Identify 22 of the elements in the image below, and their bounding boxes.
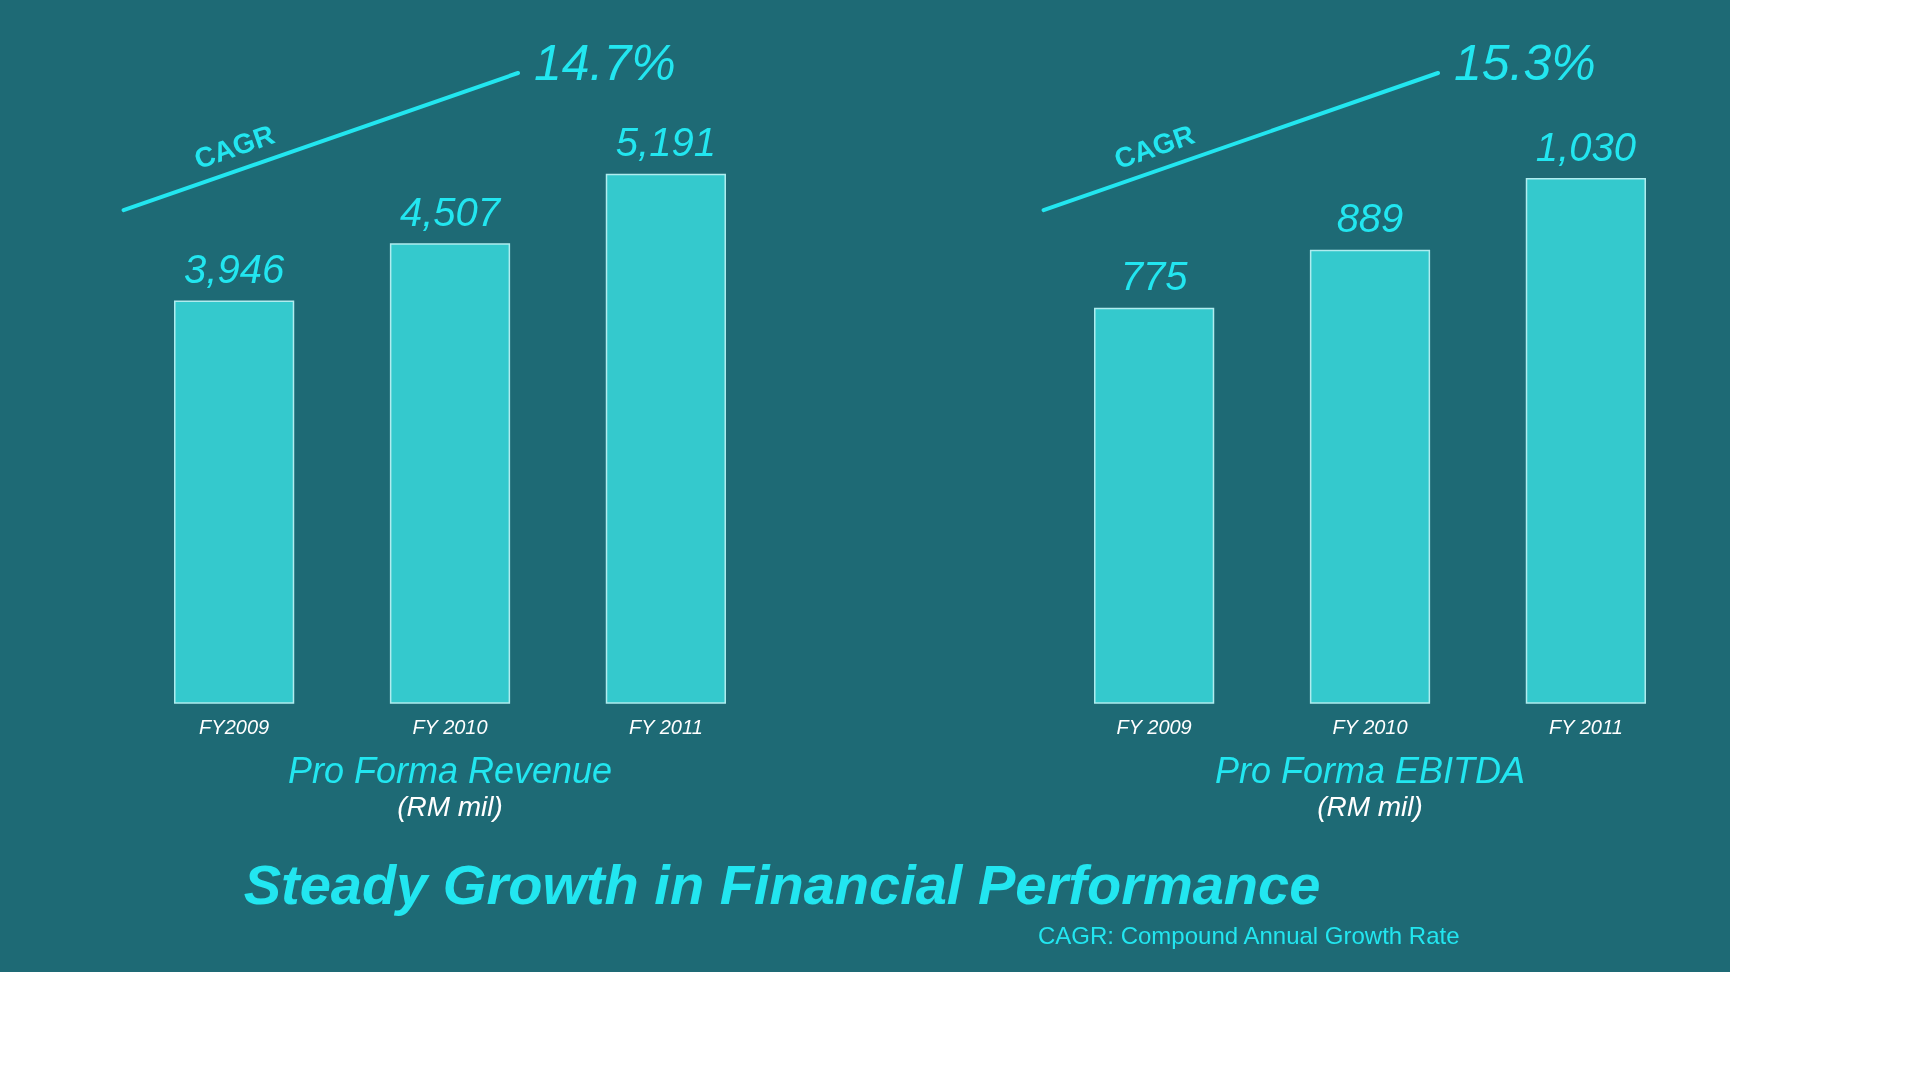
text: CAGR	[1110, 118, 1199, 176]
x-tick-label: FY 2011	[1548, 715, 1623, 738]
data-label: 1,030	[1535, 124, 1636, 169]
text: Pro Forma EBITDA	[1214, 750, 1526, 791]
data-label: 5,191	[615, 120, 716, 165]
text: Pro Forma Revenue	[287, 750, 613, 791]
x-tick-label: FY 2011	[628, 715, 703, 738]
text: 15.3%	[1454, 35, 1596, 91]
x-tick-label: FY 2009	[1116, 715, 1192, 738]
x-tick-label: FY2009	[199, 715, 270, 738]
data-label: 889	[1336, 196, 1404, 241]
data-label: 775	[1120, 254, 1189, 299]
text: 14.7%	[534, 35, 676, 91]
text: (RM mil)	[1317, 791, 1423, 822]
x-tick-label: FY 2010	[1332, 715, 1408, 738]
annotation: CAGR	[190, 118, 279, 176]
x-tick-label: FY 2010	[412, 715, 488, 738]
text: (RM mil)	[397, 791, 503, 822]
text: Steady Growth in Financial Performance	[243, 853, 1321, 916]
data-label: 3,946	[184, 247, 285, 292]
data-label: 4,507	[399, 190, 502, 235]
text: CAGR: Compound Annual Growth Rate	[1038, 922, 1460, 949]
